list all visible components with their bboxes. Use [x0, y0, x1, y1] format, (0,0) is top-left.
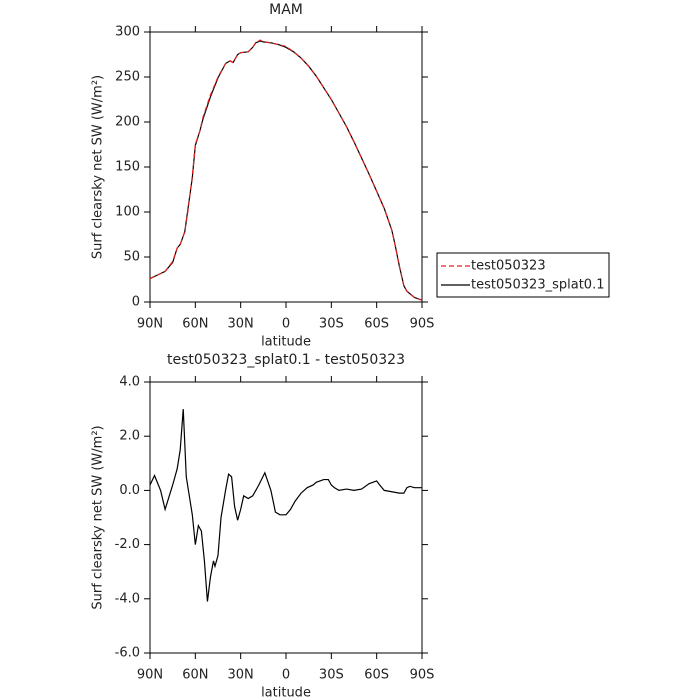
plot-frame	[149, 31, 423, 303]
chart-title: test050323_splat0.1 - test050323	[167, 352, 405, 368]
x-tick-label: 30N	[228, 668, 254, 683]
chart-title: MAM	[269, 2, 303, 18]
y-tick-label: -4.0	[115, 591, 140, 606]
x-axis-label: latitude	[261, 335, 311, 350]
x-tick-label: 30N	[228, 317, 254, 332]
plot-frame	[149, 381, 423, 654]
y-tick-label: 250	[115, 70, 140, 85]
x-tick-label: 60S	[364, 668, 389, 683]
y-tick-label: 50	[123, 250, 140, 265]
x-tick-label: 0	[282, 317, 290, 332]
y-tick-label: 200	[115, 115, 140, 130]
x-axis-label: latitude	[261, 686, 311, 700]
y-tick-label: 150	[115, 160, 140, 175]
x-tick-label: 30S	[319, 668, 344, 683]
y-axis-label: Surf clearsky net SW (W/m²)	[91, 425, 106, 609]
x-tick-label: 0	[282, 668, 290, 683]
data-line	[149, 39, 423, 301]
legend-box	[436, 252, 610, 298]
x-tick-label: 90N	[137, 317, 163, 332]
y-axis-label: Surf clearsky net SW (W/m²)	[91, 75, 106, 259]
data-line	[149, 40, 423, 301]
legend-label: test050323_splat0.1	[471, 278, 604, 293]
legend-label: test050323	[471, 259, 546, 274]
x-tick-label: 60N	[182, 317, 208, 332]
y-tick-label: 0	[132, 295, 140, 310]
x-tick-label: 90N	[137, 668, 163, 683]
data-line	[149, 409, 422, 602]
y-tick-label: -2.0	[115, 537, 140, 552]
y-tick-label: 0.0	[119, 483, 140, 498]
x-tick-label: 90S	[410, 317, 435, 332]
x-tick-label: 60S	[364, 317, 389, 332]
x-tick-label: 30S	[319, 317, 344, 332]
y-tick-label: 2.0	[119, 429, 140, 444]
x-tick-label: 60N	[182, 668, 208, 683]
y-tick-label: 4.0	[119, 375, 140, 390]
y-tick-label: 100	[115, 205, 140, 220]
y-tick-label: -6.0	[115, 646, 140, 661]
y-tick-label: 300	[115, 25, 140, 40]
x-tick-label: 90S	[410, 668, 435, 683]
